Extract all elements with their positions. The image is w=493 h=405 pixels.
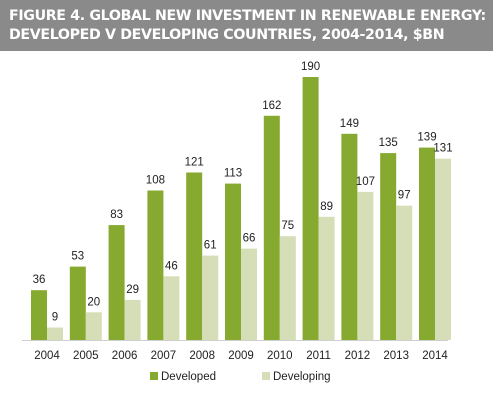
data-label-developing-2008: 61 [204, 240, 217, 252]
data-label-developed-2010: 162 [262, 100, 281, 112]
x-tick-label-2013: 2013 [383, 350, 409, 362]
bar-developed-2014 [419, 147, 435, 340]
figure-title-bar: FIGURE 4. GLOBAL NEW INVESTMENT IN RENEW… [0, 0, 493, 51]
bar-developing-2010 [279, 236, 296, 340]
bar-developed-2006 [108, 225, 125, 340]
bar-developing-2014 [435, 158, 451, 340]
x-tick-label-2014: 2014 [422, 350, 448, 362]
bar-developing-2009 [241, 248, 257, 340]
bar-developed-2005 [69, 266, 86, 340]
bar-developing-2011 [318, 216, 335, 340]
bar-developed-2004 [31, 290, 47, 340]
bar-developed-2012 [341, 133, 358, 340]
data-label-developed-2012: 149 [340, 118, 359, 130]
data-label-developed-2014: 139 [417, 132, 436, 144]
bar-developing-2013 [396, 205, 413, 340]
bar-developing-2006 [124, 299, 141, 340]
data-label-developing-2011: 89 [320, 201, 333, 213]
bar-developing-2007 [163, 276, 180, 340]
x-tick-label-2005: 2005 [73, 350, 99, 362]
legend-label-developing: Developing [273, 371, 331, 383]
data-label-developed-2005: 53 [71, 251, 84, 263]
data-label-developing-2006: 29 [126, 284, 139, 296]
data-label-developing-2004: 9 [52, 312, 58, 324]
data-label-developing-2007: 46 [165, 260, 178, 272]
data-label-developing-2012: 107 [356, 176, 375, 188]
bar-developing-2008 [202, 255, 219, 340]
bar-developing-2012 [357, 191, 374, 340]
legend-label-developed: Developed [161, 371, 216, 383]
bar-developing-2004 [47, 327, 63, 340]
x-tick-label-2008: 2008 [189, 350, 215, 362]
bar-developing-2005 [85, 312, 102, 340]
data-label-developing-2014: 131 [433, 143, 452, 155]
data-label-developed-2013: 135 [379, 137, 398, 149]
data-label-developing-2013: 97 [398, 190, 411, 202]
x-tick-label-2004: 2004 [34, 350, 60, 362]
chart-area: 36 53 83 108 121 113 162 190 149 135 139 9 20 29 46 61 6… [0, 51, 493, 400]
data-label-developed-2007: 108 [146, 175, 165, 187]
x-tick-label-2012: 2012 [345, 350, 371, 362]
x-tick-label-2010: 2010 [267, 350, 293, 362]
x-tick-label-2006: 2006 [112, 350, 138, 362]
data-label-developed-2006: 83 [110, 209, 123, 221]
data-label-developing-2010: 75 [281, 220, 294, 232]
x-tick-label-2011: 2011 [306, 350, 331, 362]
data-label-developed-2011: 190 [301, 61, 320, 73]
data-label-developed-2004: 36 [33, 274, 46, 286]
legend-swatch-developed [150, 372, 158, 380]
bar-developed-2009 [225, 183, 241, 340]
figure-title-line-1: FIGURE 4. GLOBAL NEW INVESTMENT IN RENEW… [9, 8, 486, 24]
x-tick-label-2009: 2009 [228, 350, 254, 362]
bar-developed-2010 [263, 115, 280, 340]
legend-swatch-developing [262, 372, 270, 380]
bar-developed-2007 [147, 190, 164, 340]
bar-developed-2008 [186, 172, 203, 340]
bar-developed-2011 [302, 77, 319, 340]
figure-title-line-2: DEVELOPED V DEVELOPING COUNTRIES, 2004-2… [9, 27, 445, 43]
x-tick-label-2007: 2007 [151, 350, 177, 362]
bar-developed-2013 [380, 153, 397, 340]
data-label-developing-2005: 20 [87, 296, 100, 308]
data-label-developed-2009: 113 [224, 168, 242, 180]
data-label-developed-2008: 121 [185, 157, 204, 169]
bar-chart: 36 53 83 108 121 113 162 190 149 135 139 9 20 29 46 61 6… [22, 61, 453, 383]
data-label-developing-2009: 66 [243, 233, 256, 245]
